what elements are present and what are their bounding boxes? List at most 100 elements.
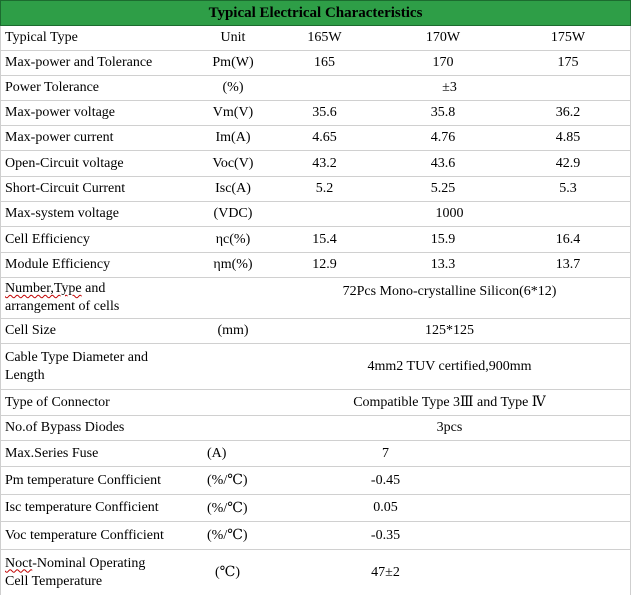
table-row: Power Tolerance (%) ±3 bbox=[1, 76, 630, 101]
row-label-line-2: Cell Temperature bbox=[5, 573, 103, 589]
header-label: Typical Type bbox=[5, 30, 78, 45]
table-row: Voc temperature Confficient (%/℃) -0.35 bbox=[1, 522, 630, 550]
row-value-175w: 36.2 bbox=[555, 105, 581, 120]
header-model-2: 170W bbox=[425, 30, 461, 45]
header-model-1: 165W bbox=[307, 30, 342, 45]
row-unit: Pm(W) bbox=[212, 55, 254, 70]
row-value-165w: 165 bbox=[314, 55, 335, 70]
table-row: Max.Series Fuse (A) 7 bbox=[1, 441, 630, 467]
row-label: Pm temperature Confficient bbox=[5, 472, 162, 488]
row-label: Cell Efficiency bbox=[5, 231, 90, 247]
row-label: Max-power and Tolerance bbox=[5, 55, 153, 70]
table-row: Short-Circuit Current Isc(A) 5.2 5.25 5.… bbox=[1, 177, 630, 202]
row-label: Open-Circuit voltage bbox=[5, 155, 124, 171]
table-row: Max-power and Tolerance Pm(W) 165 170 17… bbox=[1, 51, 630, 76]
row-label: Module Efficiency bbox=[5, 257, 111, 272]
row-label: Cable Type Diameter and Length bbox=[1, 344, 197, 389]
row-label: Max-system voltage bbox=[5, 206, 119, 221]
row-value-all: Compatible Type 3Ⅲ and Type Ⅳ bbox=[353, 395, 546, 410]
row-unit: Vm(V) bbox=[212, 105, 254, 120]
row-label-line-1: Number,Type and bbox=[5, 280, 105, 298]
header-model-3: 175W bbox=[550, 30, 586, 45]
table-row: Cell Efficiency ηc(%) 15.4 15.9 16.4 bbox=[1, 227, 630, 253]
row-value-165w: 15.4 bbox=[312, 231, 337, 247]
row-value-170w: 43.6 bbox=[430, 155, 456, 171]
row-label-line-1: Cable Type Diameter and bbox=[5, 349, 148, 365]
row-value-175w: 42.9 bbox=[555, 155, 581, 171]
row-label-line-1: Noct-Nominal Operating bbox=[5, 555, 145, 573]
row-label: Type of Connector bbox=[5, 394, 110, 410]
table-row: Pm temperature Confficient (%/℃) -0.45 bbox=[1, 467, 630, 495]
row-value-all: 72Pcs Mono-crystalline Silicon(6*12) bbox=[342, 284, 557, 299]
row-value-170w: 170 bbox=[432, 55, 454, 70]
row-label-line-2: arrangement of cells bbox=[5, 299, 120, 314]
row-label: No.of Bypass Diodes bbox=[5, 420, 125, 435]
row-label: Max-power voltage bbox=[5, 105, 116, 120]
row-label-line-2: Length bbox=[5, 367, 45, 383]
table-row: Cell Size (mm) 125*125 bbox=[1, 319, 630, 344]
row-unit: (%/℃) bbox=[207, 473, 248, 488]
row-label: Voc temperature Confficient bbox=[5, 527, 164, 543]
row-label: Noct-Nominal Operating Cell Temperature bbox=[1, 550, 197, 595]
row-unit: (VDC) bbox=[213, 206, 253, 221]
table-row: Isc temperature Confficient (%/℃) 0.05 bbox=[1, 495, 630, 522]
row-value-175w: 5.3 bbox=[559, 181, 577, 196]
row-value-all: -0.35 bbox=[370, 527, 401, 543]
row-value-175w: 16.4 bbox=[555, 231, 581, 247]
table-row: Max-power voltage Vm(V) 35.6 35.8 36.2 bbox=[1, 101, 630, 126]
row-value-165w: 43.2 bbox=[312, 155, 337, 171]
row-label-rest: -Nominal Operating bbox=[32, 555, 146, 571]
table-row: Max-power current Im(A) 4.65 4.76 4.85 bbox=[1, 126, 630, 151]
row-value-170w: 15.9 bbox=[430, 231, 456, 247]
row-value-170w: 5.25 bbox=[430, 181, 456, 196]
row-value-all: 4mm2 TUV certified,900mm bbox=[367, 358, 532, 374]
row-unit: (%/℃) bbox=[207, 528, 248, 543]
table-row: Max-system voltage (VDC) 1000 bbox=[1, 202, 630, 227]
row-value-165w: 4.65 bbox=[312, 130, 337, 145]
table-body: Typical Type Unit 165W 170W 175W Max-pow… bbox=[0, 26, 631, 595]
row-unit bbox=[197, 390, 269, 415]
row-value-170w: 13.3 bbox=[430, 257, 456, 272]
row-unit: ηc(%) bbox=[215, 231, 251, 247]
row-value-165w: 35.6 bbox=[312, 105, 337, 120]
row-value-all: 0.05 bbox=[373, 500, 398, 515]
row-value-165w: 5.2 bbox=[315, 181, 334, 196]
row-label-underlined: Number,Type bbox=[5, 281, 82, 296]
row-label: Max-power current bbox=[5, 130, 114, 145]
row-label: Number,Type and arrangement of cells bbox=[1, 278, 197, 318]
row-value-175w: 4.85 bbox=[555, 130, 581, 145]
row-unit: (%/℃) bbox=[207, 500, 248, 516]
row-value-175w: 13.7 bbox=[555, 257, 581, 272]
table-title: Typical Electrical Characteristics bbox=[0, 0, 631, 26]
row-unit: (℃) bbox=[215, 565, 240, 580]
table-row: Cable Type Diameter and Length 4mm2 TUV … bbox=[1, 344, 630, 390]
row-unit bbox=[197, 344, 269, 389]
row-value-175w: 175 bbox=[557, 55, 579, 70]
row-label-underlined: Noct bbox=[5, 555, 33, 571]
row-value-170w: 35.8 bbox=[430, 105, 456, 120]
row-value-all: -0.45 bbox=[370, 472, 401, 488]
table-row: Number,Type and arrangement of cells 72P… bbox=[1, 278, 630, 319]
table-row: No.of Bypass Diodes 3pcs bbox=[1, 416, 630, 441]
row-unit bbox=[197, 278, 269, 318]
row-label: Cell Size bbox=[5, 323, 56, 338]
row-label: Max.Series Fuse bbox=[5, 445, 99, 461]
row-value-170w: 4.76 bbox=[430, 130, 456, 145]
row-unit: Im(A) bbox=[215, 130, 251, 145]
table-row: Noct-Nominal Operating Cell Temperature … bbox=[1, 550, 630, 595]
row-label: Power Tolerance bbox=[5, 80, 100, 95]
row-value-all: 3pcs bbox=[436, 420, 463, 435]
row-value-all: 47±2 bbox=[371, 564, 400, 580]
row-unit: Voc(V) bbox=[212, 155, 254, 171]
row-value-all: 125*125 bbox=[425, 323, 474, 338]
row-value-all: 1000 bbox=[435, 206, 464, 221]
row-label: Short-Circuit Current bbox=[5, 181, 126, 196]
header-unit: Unit bbox=[220, 30, 246, 45]
row-label: Isc temperature Confficient bbox=[5, 500, 159, 515]
table-row: Module Efficiency ηm(%) 12.9 13.3 13.7 bbox=[1, 253, 630, 278]
row-unit: (A) bbox=[207, 445, 227, 461]
row-unit: (%) bbox=[222, 80, 244, 95]
table-header-row: Typical Type Unit 165W 170W 175W bbox=[1, 26, 630, 51]
row-unit: ηm(%) bbox=[213, 257, 253, 272]
